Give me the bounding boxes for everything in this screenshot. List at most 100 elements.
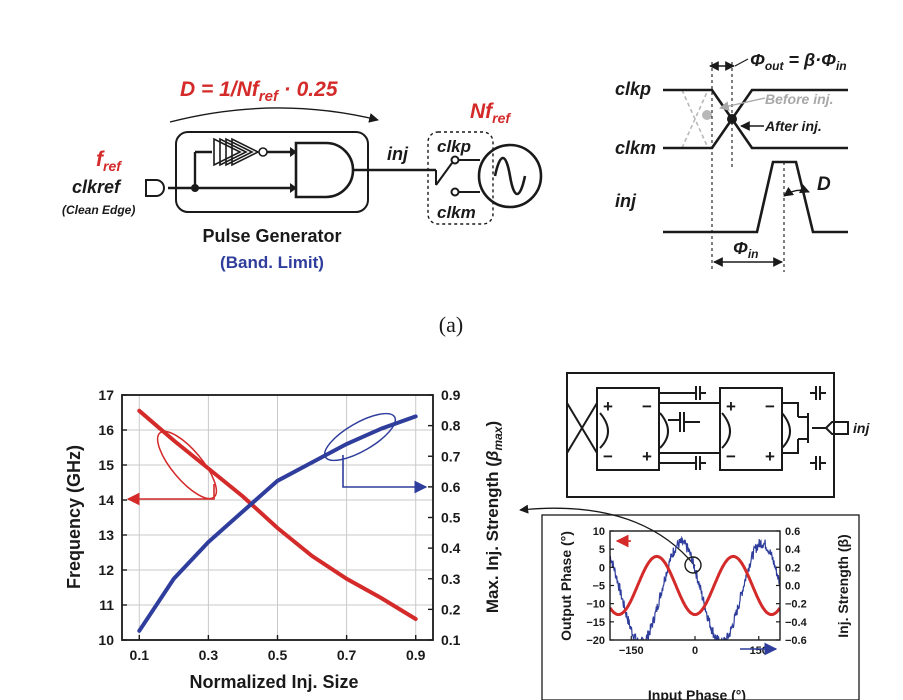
chart-inset-y2label: Inj. Strength (β): [835, 534, 851, 637]
chart-left-y2label: Max. Inj. Strength (βmax): [483, 421, 505, 613]
x-tick-label-2: 0.5: [268, 647, 288, 663]
y-tick-label-7: 17: [98, 387, 114, 403]
inverter-chain: [213, 137, 268, 167]
blue-axis-pointer: [342, 455, 428, 494]
ring-interconnect: [658, 392, 720, 464]
cell1-minus-bot: −: [603, 447, 613, 466]
inset-y-tick-label-6: −20: [586, 635, 605, 647]
input-port-icon: [145, 179, 165, 197]
inset-y2-tick-label-5: −0.4: [785, 617, 808, 629]
switch-clkm-label: clkm: [437, 203, 476, 222]
oscillator-circle: [477, 143, 543, 209]
cell1-plus-bot: +: [642, 447, 652, 466]
phi-out-leader: [734, 58, 749, 67]
fref-label: fref: [96, 148, 122, 174]
y-tick-label-3: 13: [98, 527, 114, 543]
inset-highlight-circle: [684, 556, 702, 574]
inj-pulse-wave: [663, 160, 848, 234]
inset-y-tick-label-2: 0: [599, 562, 605, 574]
timing-clkp-label: clkp: [615, 79, 651, 99]
inset-x-tick-label-0: −150: [619, 645, 644, 657]
mid-cap-icon: [668, 412, 700, 432]
before-inj-label: Before inj.: [765, 91, 833, 107]
y2-tick-label-7: 0.8: [441, 418, 461, 434]
cell1-plus-sign: +: [603, 397, 613, 416]
red-axis-pointer: [126, 484, 215, 506]
cell2-plus-bot: +: [765, 447, 775, 466]
y2-tick-label-6: 0.7: [441, 448, 461, 464]
before-inj-leader: [719, 97, 766, 111]
chart-left-xlabel: Normalized Inj. Size: [189, 672, 358, 692]
band-limit-label: (Band. Limit): [220, 253, 324, 272]
cell2-feedback-arcs: [721, 412, 791, 449]
inset-y2-tick-label-6: −0.6: [785, 635, 807, 647]
cell2-plus-sign: +: [726, 397, 736, 416]
switch-clkp-label: clkp: [437, 137, 471, 156]
frequency-series-line: [137, 408, 418, 621]
inj-wire-label: inj: [387, 144, 409, 164]
panel-a-caption: (a): [439, 312, 463, 337]
panel-a-timing: clkp clkm inj Φout = β·Φin Before inj. A…: [615, 50, 848, 272]
x-tick-label-1: 0.3: [199, 647, 219, 663]
y-tick-label-6: 16: [98, 422, 114, 438]
cell2-minus-top: −: [765, 397, 775, 416]
inj-input-port: [824, 421, 849, 435]
inset-y-tick-label-0: 10: [593, 526, 605, 538]
chart-left: 10 11 12 13 14 15 16 17 0.1 0.2 0.3 0.4 0.5 0.6 0.7 0.…: [64, 387, 505, 692]
before-clkm-wave: [681, 89, 709, 149]
wire-arrow-1: [290, 147, 297, 157]
chart-inset-ylabel: Output Phase (°): [558, 531, 574, 641]
inset-phase-line: [610, 554, 780, 617]
d-arc-arrow: [783, 184, 810, 197]
sine-wave-icon: [493, 156, 527, 196]
cap-icons: [690, 386, 826, 470]
cell1-feedback-arcs: [599, 412, 669, 449]
x-tick-label-4: 0.9: [406, 647, 426, 663]
x-tick-label-3: 0.7: [337, 647, 357, 663]
inset-y2-tick-label-4: −0.2: [785, 599, 807, 611]
y-tick-label-0: 10: [98, 632, 114, 648]
and-gate: [294, 141, 355, 199]
inset-y2-tick-label-3: 0.0: [785, 581, 800, 593]
d-label: D: [817, 174, 831, 195]
timing-clkm-label: clkm: [615, 138, 656, 158]
ring-inj-label: inj: [853, 420, 870, 436]
panel-a-schematic: D = 1/Nfref · 0.25 fref clkref: [62, 78, 543, 272]
pulse-generator-box: [175, 131, 369, 213]
inset-y-tick-label-4: −10: [586, 599, 605, 611]
injection-switch: [435, 155, 480, 197]
inset-y-tick-label-3: −5: [592, 581, 605, 593]
delay-arc-arrow: [169, 107, 379, 123]
inset-y2-tick-label-2: 0.2: [785, 562, 800, 574]
delay-cell-2: [719, 387, 783, 471]
clean-edge-label: (Clean Edge): [62, 203, 135, 217]
strength-series-line: [137, 414, 418, 633]
wire-junction: [191, 184, 199, 192]
delay-cell-1: [596, 387, 660, 471]
inset-x-tick-label-2: 150: [750, 645, 768, 657]
inset-to-ring-arrow: [519, 504, 696, 567]
nfref-label: Nfref: [470, 100, 511, 126]
before-crossing-dot: [702, 110, 712, 120]
ring-cross-wires: [566, 402, 598, 454]
y-tick-label-4: 14: [98, 492, 114, 508]
y-tick-label-5: 15: [98, 457, 114, 473]
blue-highlight-ellipse: [323, 412, 397, 462]
inset-x-tick-label-1: 0: [692, 645, 698, 657]
inset-y-tick-label-5: −15: [586, 617, 605, 629]
cell2-minus-bot: −: [726, 447, 736, 466]
chart-inset-xlabel: Input Phase (°): [648, 687, 746, 700]
y-tick-label-1: 11: [99, 597, 114, 613]
wire-arrow-2: [290, 183, 297, 193]
after-inj-label: After inj.: [764, 118, 822, 134]
chart-inset: 10 5 0 −5 −10 −15 −20 0.6 0.4 0.2 0.0 −0.2 −0.4 −0.6…: [541, 514, 860, 700]
y-tick-label-2: 12: [98, 562, 114, 578]
cell1-minus-top: −: [642, 397, 652, 416]
phi-in-label: Φin: [733, 238, 758, 261]
y2-tick-label-8: 0.9: [441, 387, 461, 403]
clkref-label: clkref: [72, 177, 122, 197]
inset-y-tick-label-1: 5: [599, 544, 605, 556]
delay-formula: D = 1/Nfref · 0.25: [180, 78, 338, 105]
y2-tick-label-1: 0.2: [441, 601, 461, 617]
pulse-wiring: [168, 150, 436, 190]
